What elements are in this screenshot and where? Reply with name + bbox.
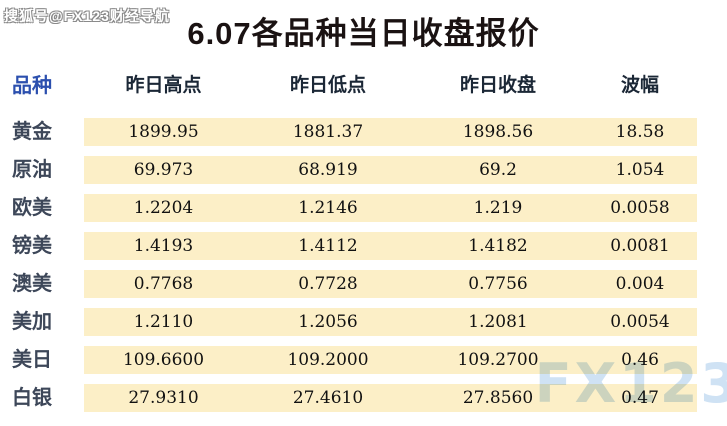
range-value: 0.004	[583, 270, 697, 298]
range-value: 0.46	[583, 346, 697, 374]
high-value: 109.6600	[84, 346, 243, 374]
low-value: 1881.37	[243, 118, 413, 146]
instrument-name: 原油	[12, 159, 52, 181]
instrument-name: 澳美	[12, 273, 52, 295]
close-value: 1.2081	[413, 308, 583, 336]
low-value: 1.2146	[243, 194, 413, 222]
table-header-row: 品种 昨日高点 昨日低点 昨日收盘 波幅	[0, 72, 727, 100]
high-value: 1.2110	[84, 308, 243, 336]
column-header-close: 昨日收盘	[459, 75, 536, 96]
high-value: 27.9310	[84, 384, 243, 412]
table-row-audusd: 澳美 0.7768 0.7728 0.7756 0.004	[0, 270, 727, 298]
table-row-silver: 白银 27.9310 27.4610 27.8560 0.47	[0, 384, 727, 412]
instrument-name: 镑美	[12, 235, 52, 257]
low-value: 109.2000	[243, 346, 413, 374]
close-value: 109.2700	[413, 346, 583, 374]
range-value: 1.054	[583, 156, 697, 184]
source-watermark: 搜狐号@FX123财经导航	[4, 8, 170, 24]
close-value: 1898.56	[413, 118, 583, 146]
table-row-usdjpy: 美日 109.6600 109.2000 109.2700 0.46	[0, 346, 727, 374]
low-value: 1.4112	[243, 232, 413, 260]
low-value: 27.4610	[243, 384, 413, 412]
column-header-high: 昨日高点	[125, 75, 202, 96]
instrument-name: 黄金	[12, 121, 52, 143]
instrument-name: 美加	[12, 311, 52, 333]
close-value: 27.8560	[413, 384, 583, 412]
column-header-range: 波幅	[620, 75, 659, 96]
high-value: 69.973	[84, 156, 243, 184]
range-value: 0.0058	[583, 194, 697, 222]
page-title: 6.07各品种当日收盘报价	[187, 16, 540, 51]
range-value: 0.0054	[583, 308, 697, 336]
range-value: 0.47	[583, 384, 697, 412]
close-value: 1.4182	[413, 232, 583, 260]
close-value: 1.219	[413, 194, 583, 222]
quotes-table: 品种 昨日高点 昨日低点 昨日收盘 波幅 黄金 1899.95 1881.37 …	[0, 72, 727, 422]
column-header-low: 昨日低点	[289, 75, 366, 96]
instrument-name: 美日	[12, 349, 52, 371]
high-value: 1.4193	[84, 232, 243, 260]
high-value: 1.2204	[84, 194, 243, 222]
table-row-eurusd: 欧美 1.2204 1.2146 1.219 0.0058	[0, 194, 727, 222]
close-value: 0.7756	[413, 270, 583, 298]
table-row-crude-oil: 原油 69.973 68.919 69.2 1.054	[0, 156, 727, 184]
column-header-instrument: 品种	[12, 75, 52, 97]
close-value: 69.2	[413, 156, 583, 184]
range-value: 18.58	[583, 118, 697, 146]
table-row-gold: 黄金 1899.95 1881.37 1898.56 18.58	[0, 118, 727, 146]
high-value: 0.7768	[84, 270, 243, 298]
low-value: 68.919	[243, 156, 413, 184]
table-row-usdcad: 美加 1.2110 1.2056 1.2081 0.0054	[0, 308, 727, 336]
instrument-name: 白银	[12, 387, 52, 409]
high-value: 1899.95	[84, 118, 243, 146]
low-value: 0.7728	[243, 270, 413, 298]
low-value: 1.2056	[243, 308, 413, 336]
instrument-name: 欧美	[12, 197, 52, 219]
table-row-gbpusd: 镑美 1.4193 1.4112 1.4182 0.0081	[0, 232, 727, 260]
range-value: 0.0081	[583, 232, 697, 260]
